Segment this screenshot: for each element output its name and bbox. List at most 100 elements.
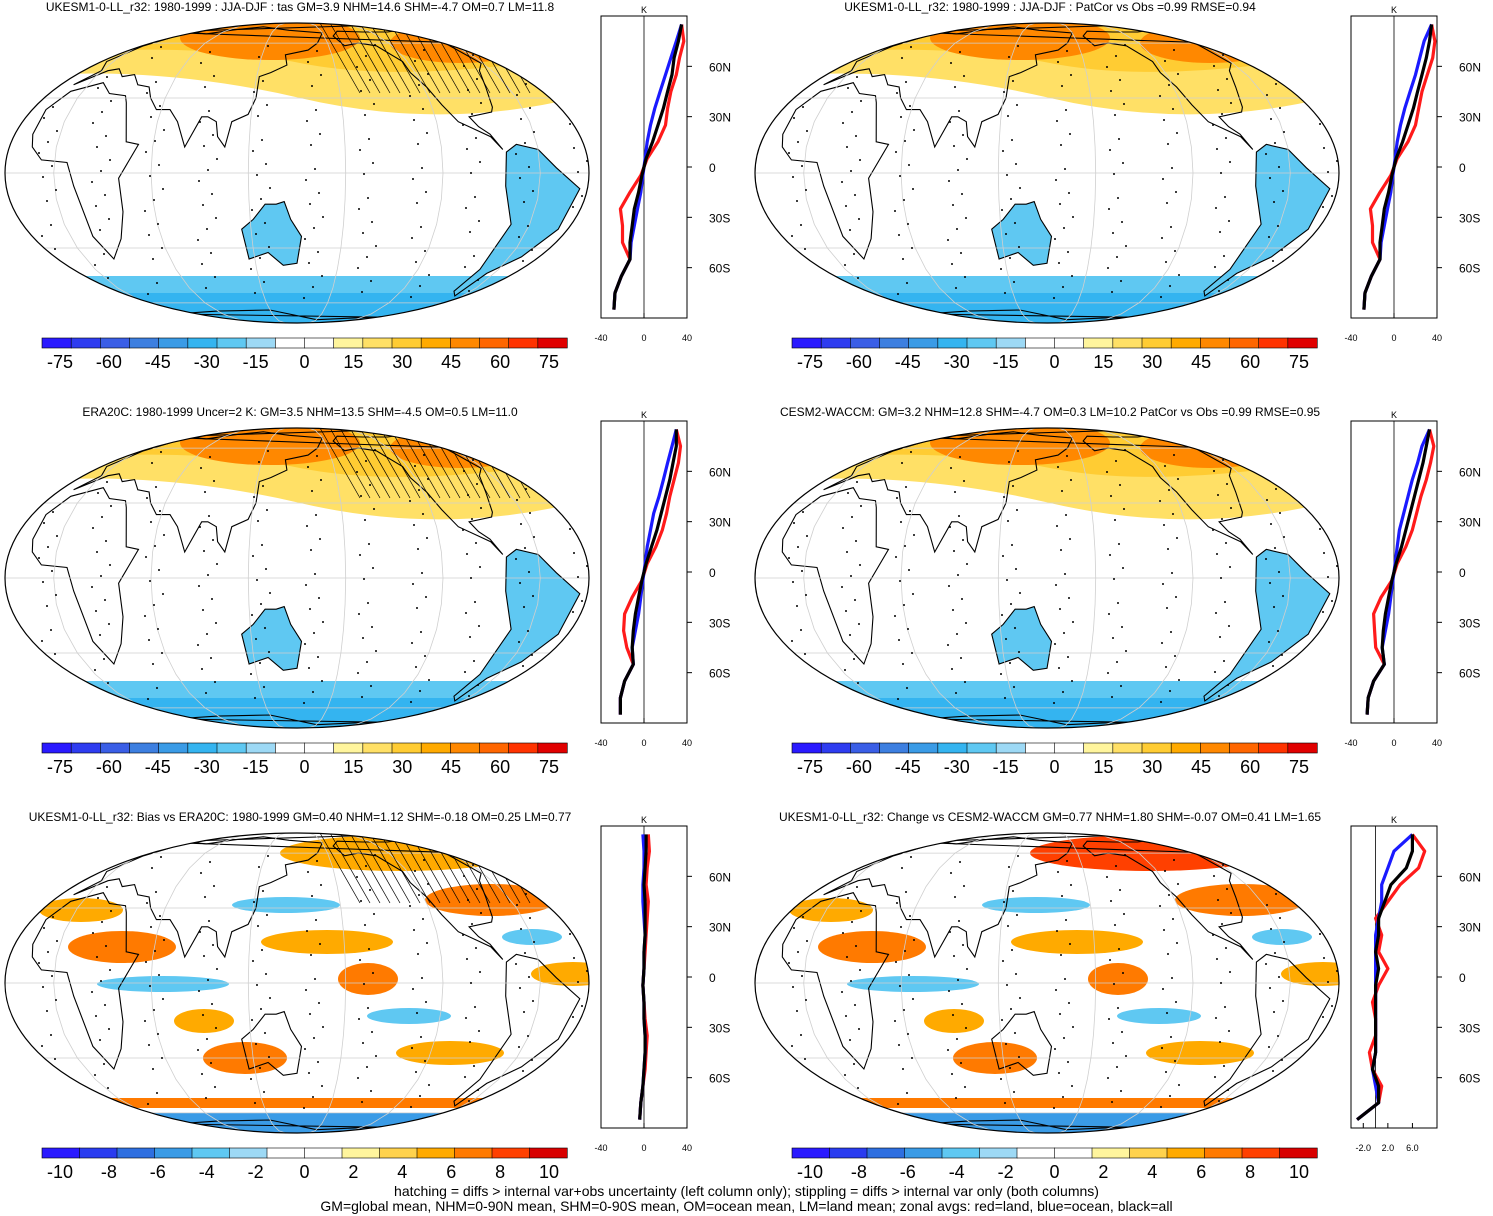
stipple-dot [361,291,363,293]
colorbar-cell [1200,337,1231,349]
stipple-dot [1070,884,1072,886]
stipple-dot [414,870,416,872]
stipple-dot [526,284,528,286]
stipple-dot [1166,1012,1168,1014]
stipple-dot [462,529,464,531]
stipple-dot [853,658,855,660]
stipple-dot [1111,696,1113,698]
stipple-dot [102,862,104,864]
stipple-dot [307,871,309,873]
stipple-dot [1324,88,1326,90]
stipple-dot [267,45,269,47]
colorbar-cell [1112,742,1143,754]
stipple-dot [423,859,425,861]
hatch-line [379,23,421,94]
stipple-dot [410,701,412,703]
stipple-dot [951,263,953,265]
stipple-dot [147,1103,149,1105]
stipple-dot [95,205,97,207]
stipple-dot [901,462,903,464]
stipple-dot [54,248,56,250]
y-tick-label: 30N [709,921,731,935]
stipple-dot [799,688,801,690]
stipple-dot [1229,566,1231,568]
zonal-frame [1350,825,1438,1129]
graticule-lon [1058,428,1097,728]
stipple-dot [5,852,6,854]
stipple-dot [315,514,317,516]
stipple-dot [1002,555,1004,557]
stipple-dot [902,663,904,665]
stipple-dot [154,545,156,547]
stipple-dot [103,658,105,660]
stipple-dot [1283,941,1285,943]
stipple-dot [269,187,271,189]
stipple-dot [1283,131,1285,133]
stipple-dot [361,696,363,698]
stipple-dot [1125,1055,1127,1057]
stipple-dot [898,639,900,641]
stipple-dot [1178,1084,1180,1086]
stipple-dot [312,691,314,693]
stipple-dot [949,121,951,123]
stipple-dot [356,876,358,878]
stipple-dot [374,449,376,451]
graticule-lon [308,428,347,728]
stipple-dot [1008,866,1010,868]
map-border [4,832,590,1134]
stipple-dot [907,1033,909,1035]
stipple-dot [587,506,589,508]
stipple-dot [1333,887,1335,889]
stipple-dot [1229,971,1231,973]
colorbar-tick-label: 75 [539,352,559,372]
stipple-dot [321,275,323,277]
coastline-africa [31,487,140,666]
hatch-line [349,428,391,499]
stipple-dot [1274,952,1276,954]
stipple-dot [1058,262,1060,264]
stipple-dot [1167,143,1169,145]
stipple-dot [793,117,795,119]
coastline-eurasia [73,431,324,554]
stipple-dot [414,465,416,467]
stipple-dot [209,456,211,458]
graticule-lon [247,428,286,728]
stipple-dot [1053,702,1055,704]
bias-patch [97,976,229,992]
stipple-dot [952,609,954,611]
colorbar-cell [1229,742,1260,754]
stipple-dot [1215,612,1217,614]
stipple-dot [477,279,479,281]
stipple-dot [49,688,51,690]
stipple-dot [1008,56,1010,58]
stipple-dot [207,169,209,171]
stipple-dot [424,250,426,252]
stipple-dot [1213,470,1215,472]
stipple-dot [153,1009,155,1011]
stipple-dot [96,956,98,958]
stipple-dot [515,558,517,560]
stipple-dot [1070,479,1072,481]
stipple-dot [426,132,428,134]
stipple-dot [899,175,901,177]
stipple-dot [145,151,147,153]
stipple-dot [478,625,480,627]
y-tick-label: 60N [709,60,731,74]
stipple-dot [908,164,910,166]
panel-title: UKESM1-0-LL_r32: Bias vs ERA20C: 1980-19… [28,810,572,824]
stipple-dot [425,191,427,193]
stipple-dot [1019,997,1021,999]
stipple-dot [1168,489,1170,491]
stipple-dot [1065,109,1067,111]
stipple-dot [163,939,165,941]
stipple-dot [160,451,162,453]
bias-patch [338,963,398,995]
stipple-dot [201,1073,203,1075]
stipple-dot [362,232,364,234]
colorbar-cell [1112,337,1143,349]
stipple-dot [102,52,104,54]
x-tick-label: -40 [594,333,607,343]
stipple-dot [100,980,102,982]
stipple-dot [851,921,853,923]
stipple-dot [955,1097,957,1099]
